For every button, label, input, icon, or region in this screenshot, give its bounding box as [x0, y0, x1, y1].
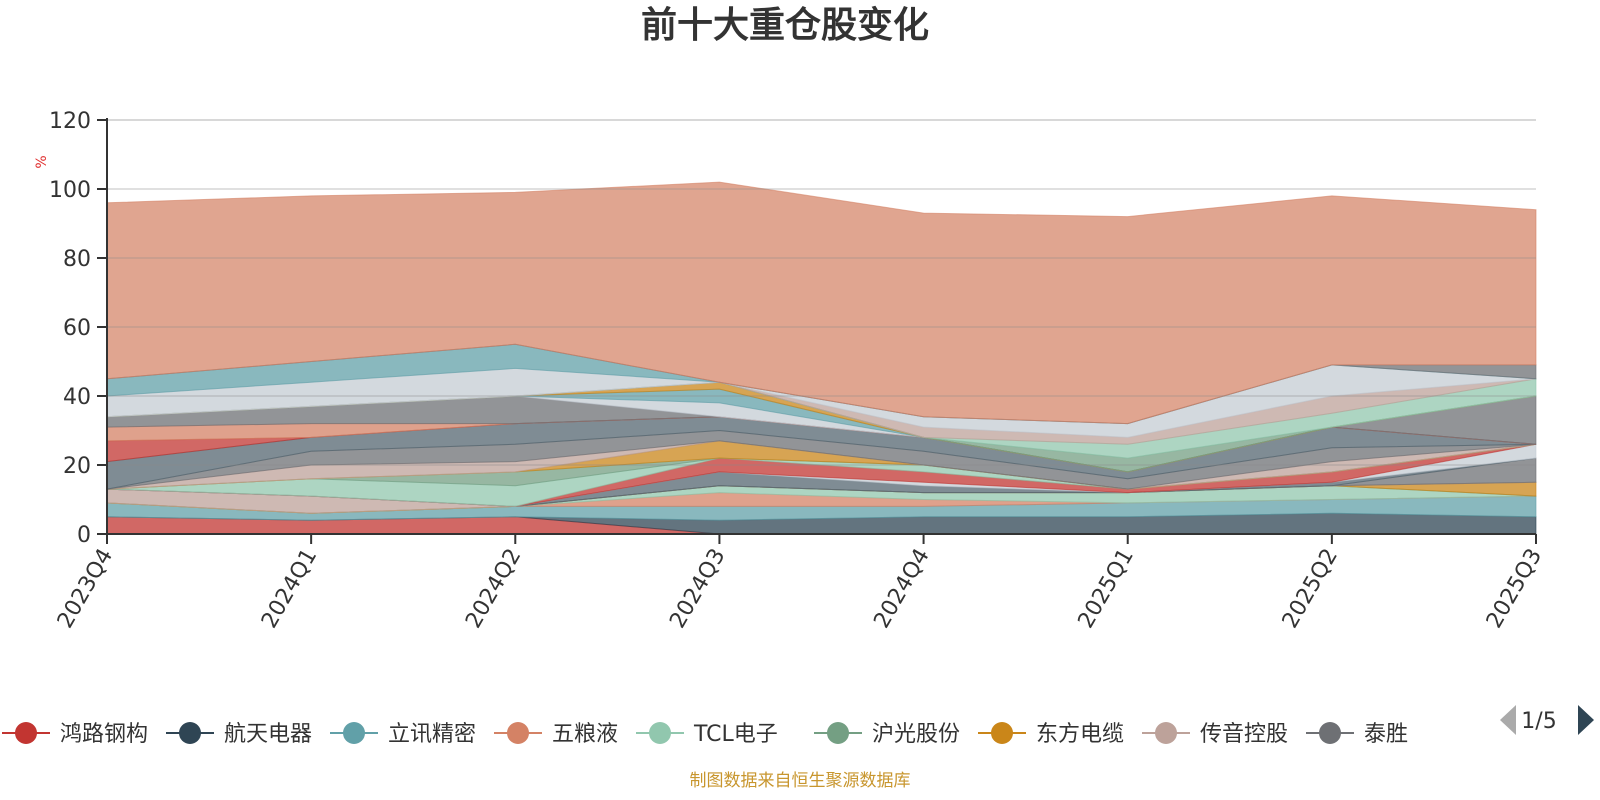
legend-label: 鸿路钢构	[60, 722, 148, 747]
legend-next-page-button[interactable]	[1578, 705, 1594, 735]
legend-label: 传音控股	[1200, 722, 1288, 747]
x-tick-label: 2024Q4	[869, 545, 934, 633]
legend-item[interactable]: 航天电器	[166, 722, 312, 747]
legend-label: 东方电缆	[1036, 722, 1124, 747]
legend-marker	[827, 722, 849, 744]
legend-item[interactable]: 鸿路钢构	[2, 722, 148, 747]
legend-item[interactable]: 泰胜	[1306, 722, 1408, 747]
y-tick-label: 100	[49, 178, 91, 203]
legend-marker	[343, 722, 365, 744]
legend-marker	[991, 722, 1013, 744]
legend-marker	[649, 722, 671, 744]
legend-page-indicator: 1/5	[1521, 709, 1556, 734]
area-series-group	[106, 181, 1537, 535]
chart-title: 前十大重仓股变化	[641, 4, 929, 46]
legend-item[interactable]: 五粮液	[494, 722, 618, 747]
legend-label: 航天电器	[224, 722, 312, 747]
legend: 鸿路钢构 航天电器 立讯精密 五粮液 TCL电子 沪光股份 东方电缆 传音控股 泰胜	[2, 722, 1408, 747]
legend-item[interactable]: 立讯精密	[330, 722, 476, 747]
x-tick-label: 2023Q4	[53, 545, 118, 633]
x-tick-label: 2024Q2	[461, 545, 526, 633]
legend-item[interactable]: 传音控股	[1142, 722, 1288, 747]
y-axis-ticks: 0 20 40 60 80 100 120	[49, 109, 107, 548]
y-tick-label: 120	[49, 109, 91, 134]
x-tick-label: 2024Q3	[665, 545, 730, 633]
legend-label: 五粮液	[552, 722, 618, 747]
legend-label: 立讯精密	[388, 722, 476, 747]
y-axis-unit-label: %	[34, 155, 50, 168]
area-series-30	[106, 181, 1537, 425]
chevron-left-icon	[1500, 705, 1516, 735]
legend-item[interactable]: TCL电子	[636, 722, 778, 747]
x-tick-label: 2025Q3	[1482, 545, 1547, 633]
legend-label: TCL电子	[693, 722, 778, 747]
legend-label: 沪光股份	[872, 722, 960, 747]
legend-marker	[1155, 722, 1177, 744]
legend-marker	[507, 722, 529, 744]
legend-marker	[179, 722, 201, 744]
legend-marker	[15, 722, 37, 744]
x-axis-ticks: 2023Q4 2024Q1 2024Q2 2024Q3 2024Q4 2025Q1 2025…	[53, 534, 1547, 633]
chevron-right-icon	[1578, 705, 1594, 735]
data-source-footnote: 制图数据来自恒生聚源数据库	[690, 771, 911, 791]
legend-marker	[1319, 722, 1341, 744]
legend-label: 泰胜	[1364, 722, 1408, 747]
x-tick-label: 2025Q1	[1074, 545, 1139, 633]
y-tick-label: 60	[63, 316, 91, 341]
legend-item[interactable]: 沪光股份	[814, 722, 960, 747]
x-tick-label: 2025Q2	[1278, 545, 1343, 633]
legend-item[interactable]: 东方电缆	[978, 722, 1124, 747]
legend-prev-page-button[interactable]	[1500, 705, 1516, 735]
y-tick-label: 80	[63, 247, 91, 272]
y-tick-label: 0	[77, 523, 91, 548]
y-tick-label: 40	[63, 385, 91, 410]
y-tick-label: 20	[63, 454, 91, 479]
x-tick-label: 2024Q1	[257, 545, 322, 633]
grid-lines	[107, 119, 1536, 466]
